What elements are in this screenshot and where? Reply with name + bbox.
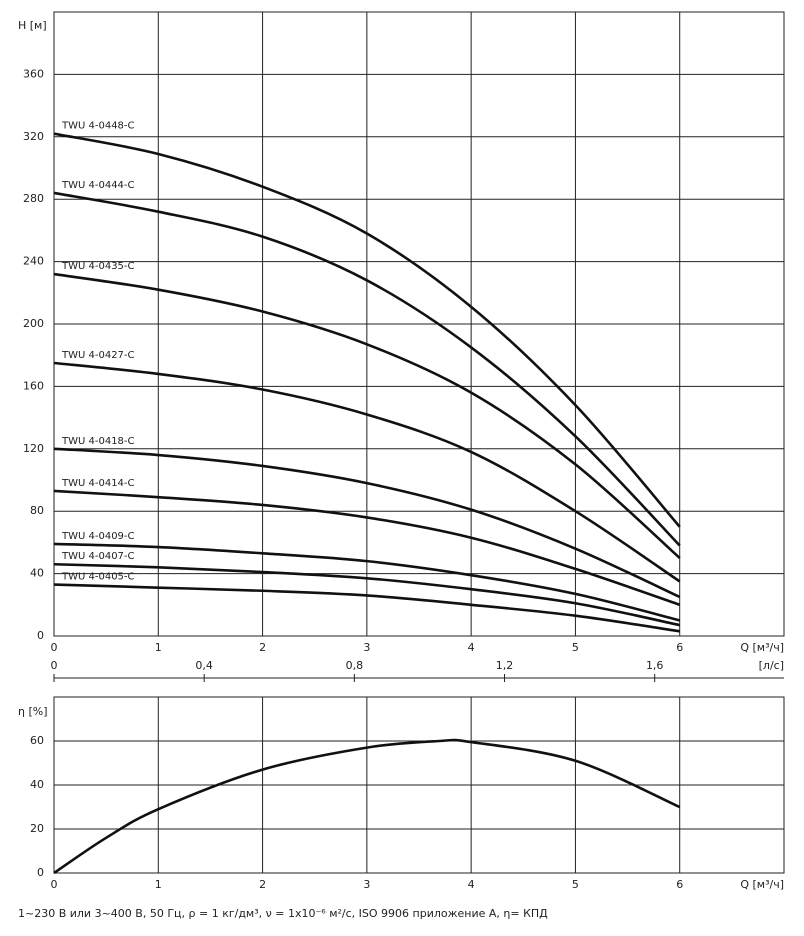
- curve: [53, 583, 680, 633]
- x-tick-label: 5: [572, 878, 579, 891]
- x-tick-label: 6: [676, 641, 683, 654]
- curve: [53, 132, 681, 528]
- x-tick-label: 4: [468, 878, 475, 891]
- y-tick-label: 40: [30, 778, 44, 791]
- curve: [53, 542, 681, 622]
- curve: [53, 489, 681, 607]
- curve: [53, 272, 681, 559]
- x2-tick-label: 1,2: [496, 659, 514, 672]
- x2-tick-label: 0,4: [195, 659, 213, 672]
- curve: [53, 447, 681, 599]
- series-label: TWU 4-0435-C: [61, 261, 135, 272]
- y-tick-label: 20: [30, 822, 44, 835]
- x2-axis-label: [л/с]: [759, 659, 784, 672]
- y-tick-label: 80: [30, 504, 44, 517]
- y-tick-label: 200: [23, 317, 44, 330]
- curve: [53, 562, 680, 627]
- x2-tick-label: 0,8: [346, 659, 364, 672]
- x-axis-label: Q [м³/ч]: [740, 641, 784, 654]
- y-tick-label: 320: [23, 130, 44, 143]
- x2-tick-label: 1,6: [646, 659, 664, 672]
- series-label: TWU 4-0409-C: [61, 531, 135, 542]
- x-tick-label: 6: [676, 878, 683, 891]
- series-label: TWU 4-0448-C: [61, 121, 135, 132]
- y-tick-label: 60: [30, 734, 44, 747]
- y-tick-label: 40: [30, 567, 44, 580]
- x2-tick-label: 0: [51, 659, 58, 672]
- y-axis-label: η [%]: [18, 705, 48, 718]
- x-tick-label: 2: [259, 641, 266, 654]
- series-label: TWU 4-0414-C: [61, 478, 135, 489]
- curve: [53, 738, 681, 875]
- y-tick-label: 0: [37, 629, 44, 642]
- footnote: 1~230 В или 3~400 В, 50 Гц, ρ = 1 кг/дм³…: [18, 907, 548, 920]
- x-tick-label: 0: [51, 641, 58, 654]
- x-tick-label: 1: [155, 878, 162, 891]
- y-tick-label: 280: [23, 192, 44, 205]
- y-tick-label: 0: [37, 866, 44, 879]
- y-axis-label: H [м]: [18, 19, 47, 32]
- x-tick-label: 0: [51, 878, 58, 891]
- series-label: TWU 4-0405-C: [61, 572, 135, 583]
- y-tick-label: 360: [23, 67, 44, 80]
- series-label: TWU 4-0418-C: [61, 436, 135, 447]
- x-tick-label: 4: [468, 641, 475, 654]
- y-tick-label: 120: [23, 442, 44, 455]
- curve: [53, 191, 681, 547]
- x-axis-label: Q [м³/ч]: [740, 878, 784, 891]
- x-tick-label: 3: [363, 641, 370, 654]
- curve: [53, 361, 681, 583]
- x-tick-label: 3: [363, 878, 370, 891]
- y-tick-label: 160: [23, 379, 44, 392]
- y-tick-label: 240: [23, 255, 44, 268]
- series-label: TWU 4-0427-C: [61, 350, 135, 361]
- x-tick-label: 2: [259, 878, 266, 891]
- x-tick-label: 1: [155, 641, 162, 654]
- x-tick-label: 5: [572, 641, 579, 654]
- series-label: TWU 4-0444-C: [61, 180, 135, 191]
- series-label: TWU 4-0407-C: [61, 551, 135, 562]
